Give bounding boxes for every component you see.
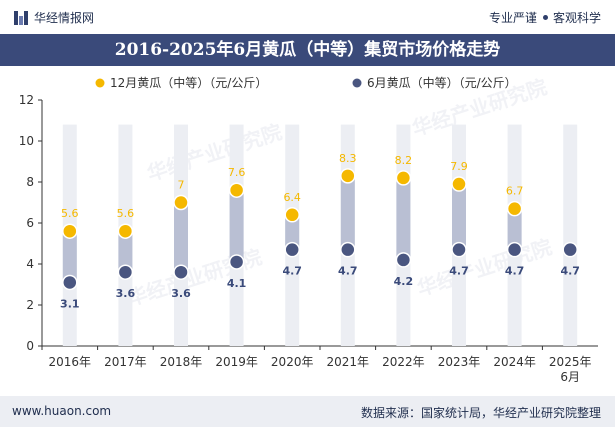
legend-marker [95,78,105,88]
top-bar: 华经情报网 专业严谨 客观科学 [0,0,615,34]
series2-point [506,241,523,258]
slogan-left: 专业严谨 [488,11,537,25]
range-band [452,184,466,250]
series1-point [62,223,78,239]
series1-point [506,200,523,217]
y-tick-label: 12 [19,93,34,107]
series1-label: 6.7 [506,185,524,198]
series2-point [284,241,300,258]
range-band [62,231,77,283]
brand: 华经情报网 [14,9,94,26]
bands [62,124,578,346]
series1-point [228,182,245,198]
series2-label: 4.7 [282,265,302,278]
series2-label: 3.6 [171,287,191,300]
series2-label: 3.1 [60,297,80,310]
legend-marker [352,78,362,88]
series1-label: 5.6 [117,207,135,220]
series1-point [173,194,189,211]
series2-label: 4.1 [227,277,247,290]
title-bar: 2016-2025年6月黄瓜（中等）集贸市场价格走势 [0,34,615,66]
range-band [229,190,244,262]
x-tick-label: 2021年 [327,355,370,369]
range-band [396,177,411,260]
series1-point [117,223,134,239]
legend: 12月黄瓜（中等）（元/公斤） 6月黄瓜（中等）（元/公斤） [95,75,517,90]
series2-point [62,274,78,291]
range-band [285,214,300,250]
x-tick-label: 2025年 6月 [549,355,592,384]
series2-label: 4.2 [394,275,414,288]
range-band [507,208,522,250]
y-tick-label: 4 [26,257,34,271]
x-tick-label: 2023年 [438,355,481,369]
legend-label: 12月黄瓜（中等）（元/公斤） [110,75,267,90]
series2-label: 4.7 [449,265,469,278]
series1-label: 7 [178,179,185,192]
y-tick-label: 8 [26,175,34,189]
x-axis: 2016年 2017年 2018年 2019年 2020年 2021年 2022年 2023年… [41,346,592,384]
x-tick-label: 2019年 [215,355,258,369]
series2-point [395,252,412,268]
series2-label: 3.6 [116,287,136,300]
series1-point [284,207,300,223]
series1-point [395,170,412,186]
x-tick-label: 2018年 [160,355,203,369]
logo-icon [14,10,28,25]
range-band [174,202,188,273]
x-tick-label: 2024年 [493,355,536,369]
series1-label: 5.6 [61,207,79,220]
series2-point [228,254,245,270]
x-tick-label: 2020年 [271,355,314,369]
legend-label: 6月黄瓜（中等）（元/公斤） [367,75,517,90]
footer-source: 数据来源：国家统计局，华经产业研究院整理 [360,406,601,420]
brand-name: 华经情报网 [34,11,95,25]
series1-label: 7.9 [450,160,468,173]
series2-point [173,264,189,280]
slogan-right: 客观科学 [552,11,601,25]
data-marks: 3.1 5.6 3.6 5.6 3.6 7 4.1 7.6 4.7 6.4 4.7 8.3 4.2 8.2… [60,152,580,311]
dot-icon [542,15,548,20]
series1-label: 7.6 [228,166,246,179]
series2-label: 4.7 [505,265,525,278]
range-band [340,175,355,250]
watermark-text: 华经产业研究院 [144,120,285,186]
series1-label: 8.2 [395,154,413,167]
series2-point [117,264,134,280]
x-tick-label: 2017年 [104,355,147,369]
y-tick-label: 6 [26,216,34,230]
series1-point [451,176,467,192]
series2-label: 4.7 [560,265,580,278]
series1-label: 6.4 [283,191,301,204]
slogan: 专业严谨 客观科学 [489,9,601,26]
footer-site: www.huaon.com [12,404,112,418]
y-tick-label: 0 [26,339,34,353]
series2-point [562,241,578,258]
range-band [118,231,133,273]
chart-title: 2016-2025年6月黄瓜（中等）集贸市场价格走势 [114,40,501,60]
footer: www.huaon.com 数据来源：国家统计局，华经产业研究院整理 [0,396,615,427]
y-tick-label: 2 [26,298,34,312]
x-tick-label: 2022年 [382,355,425,369]
y-tick-label: 10 [19,134,34,148]
series2-point [451,241,467,258]
x-tick-label: 2016年 [49,355,92,369]
column-band [563,124,578,346]
watermark-text: 华经产业研究院 [414,235,555,301]
series1-label: 8.3 [339,152,357,165]
series1-point [340,168,356,184]
series2-label: 4.7 [338,265,358,278]
series2-point [340,241,356,258]
